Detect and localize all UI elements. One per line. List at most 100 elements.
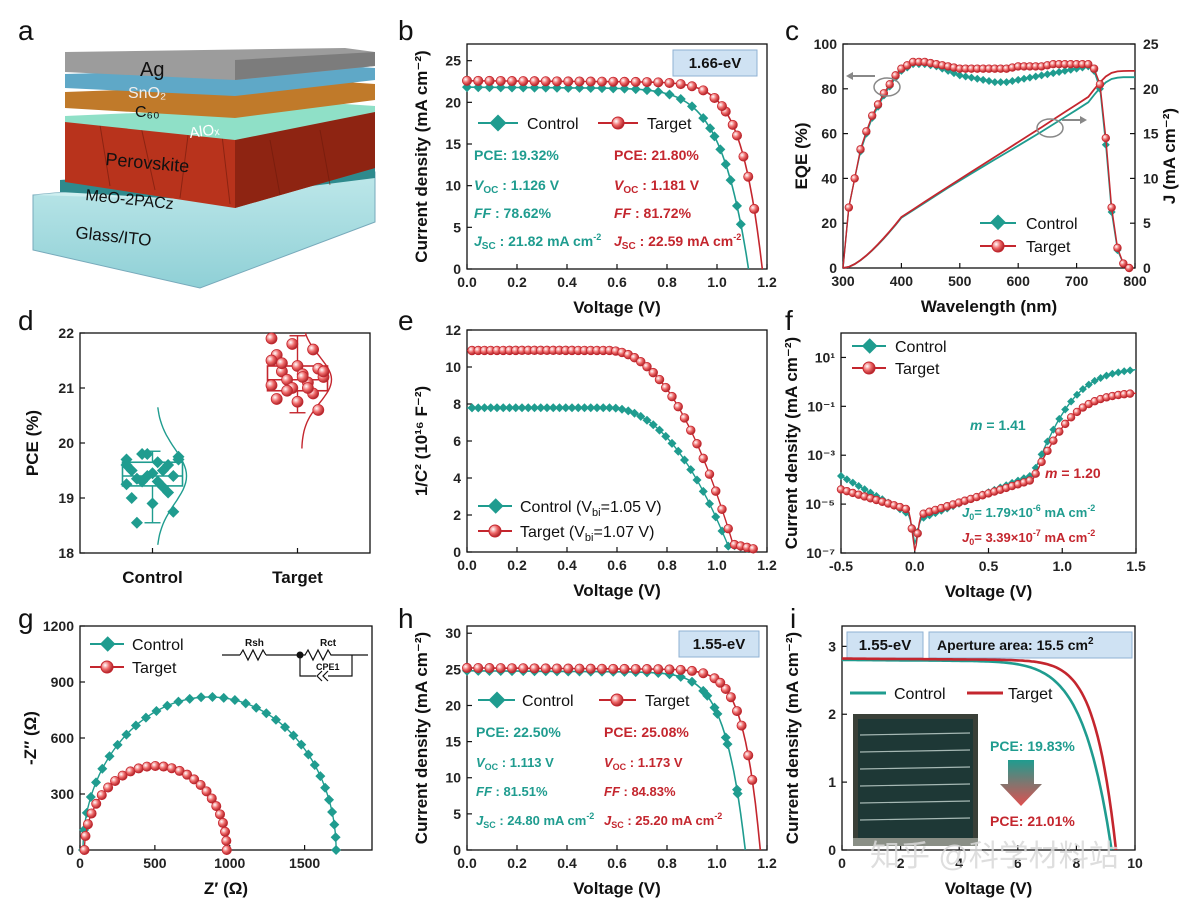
y-tick-label-e: 6 (453, 433, 461, 449)
data-point-target (484, 663, 495, 674)
nyquist-point-control (218, 692, 229, 703)
nyquist-point-control (104, 751, 115, 762)
b-target-ff: FF : 81.72% (614, 205, 692, 221)
dark-jv-point-control (1090, 376, 1099, 385)
ms-point-control (530, 403, 539, 413)
ms-point-control (511, 403, 521, 413)
x-tick-label-h: 0.0 (457, 855, 477, 871)
data-point-target (473, 662, 484, 673)
nyquist-point-control (324, 794, 335, 805)
b-control-ff: FF : 78.62% (474, 205, 552, 221)
h-target-pce: PCE: 25.08% (604, 724, 689, 740)
x-tick-label-e: 0.0 (457, 557, 477, 573)
y-tick-label-e: 2 (453, 507, 461, 523)
data-point-target (687, 81, 698, 92)
nyquist-point-control (162, 700, 173, 711)
eqe-point-control (973, 74, 982, 83)
eqe-point-target (1113, 243, 1122, 253)
nyquist-point-control (207, 691, 218, 702)
y-right-tick-label-c: 0 (1143, 260, 1151, 276)
circuit-rct: Rct (320, 638, 337, 649)
data-point-target (664, 664, 675, 675)
ms-point-control (680, 455, 689, 465)
eqe-point-target (1101, 133, 1110, 143)
ms-point-control (661, 431, 671, 441)
ms-point-target (667, 391, 677, 402)
panel-letter-g: g (18, 603, 34, 634)
legend-h-target: Target (645, 693, 690, 710)
y-tick-label-d: 22 (58, 325, 74, 341)
ms-point-control (692, 475, 702, 485)
data-point-control (732, 788, 743, 799)
x-axis-label-b: Voltage (V) (573, 298, 661, 317)
y-tick-label-g: 0 (66, 842, 74, 858)
y-tick-label-g: 600 (51, 730, 75, 746)
nyquist-point-target (221, 845, 232, 856)
data-point-target (529, 663, 540, 674)
dark-jv-point-control (1120, 367, 1129, 376)
nyquist-point-control (184, 693, 195, 704)
data-point-control (675, 94, 686, 105)
x-tick-label-f: 1.5 (1126, 558, 1146, 574)
x-tick-label-b: 0.6 (607, 274, 627, 290)
b-target-voc: VOC : 1.181 V (614, 177, 700, 196)
dark-jv-point-target (1031, 469, 1040, 478)
x-axis-label-g: Z′ (Ω) (204, 879, 248, 898)
y-tick-label-i: 0 (828, 842, 836, 858)
nyquist-point-target (221, 835, 232, 846)
nyquist-point-control (112, 739, 123, 750)
data-point-target (597, 663, 608, 674)
dark-jv-point-control (1078, 385, 1087, 394)
x-tick-label-i: 10 (1127, 855, 1143, 871)
pce-point-target (281, 384, 294, 397)
pce-point-control (120, 478, 133, 491)
eqe-point-target (1095, 80, 1105, 89)
nyquist-point-control (288, 730, 299, 741)
data-point-control (725, 175, 736, 186)
category-label-control: Control (122, 568, 182, 587)
y-tick-label-d: 20 (58, 435, 74, 451)
nyquist-point-target (110, 775, 121, 786)
eqe-point-control (1043, 70, 1052, 79)
x-tick-label-e: 0.6 (607, 557, 627, 573)
ms-point-target (711, 486, 721, 496)
x-axis-label-c: Wavelength (nm) (921, 297, 1057, 316)
y-tick-label-f: 10⁻¹ (807, 398, 835, 414)
y-tick-label-c: 100 (814, 36, 838, 52)
b-control-jsc: JSC : 21.82 mA cm-2 (474, 232, 601, 252)
data-point-target (552, 76, 563, 87)
x-tick-label-h: 0.4 (557, 855, 577, 871)
panel-b: b 0.0 0.2 0.4 0.6 0.8 1.0 1.2 0 5 10 15 20 25 Voltage… (398, 15, 777, 317)
eqe-point-target (1084, 59, 1093, 69)
data-point-target (484, 75, 495, 86)
panel-c: c 300 400 500 600 700 800020406080100Waveleng… (785, 15, 1179, 316)
nyquist-line-target (83, 765, 228, 850)
jsc-integrated-line-control (842, 76, 1135, 269)
y-axis-label-b: Current density (mA cm⁻²) (412, 50, 431, 262)
x-tick-label-c: 400 (890, 273, 914, 289)
data-point-target (727, 119, 738, 130)
dark-jv-point-control (860, 485, 869, 494)
nyquist-point-control (130, 720, 141, 731)
data-point-control (732, 200, 742, 211)
data-point-target (518, 663, 529, 674)
nyquist-point-control (85, 792, 96, 803)
data-point-target (540, 76, 551, 87)
circuit-cpe1: CPE1 (316, 662, 340, 672)
pce-point-target (307, 343, 320, 356)
data-point-target (698, 668, 709, 679)
legend-c-control: Control (1026, 216, 1078, 233)
nyquist-point-target (201, 786, 212, 797)
eqe-point-control (967, 73, 976, 82)
nyquist-point-control (121, 729, 132, 740)
label-alox: AlOₓ (188, 121, 220, 142)
category-label-target: Target (272, 568, 323, 587)
nyquist-point-target (86, 808, 97, 819)
panel-letter-i: i (790, 603, 796, 634)
f-j0-target: J0= 3.39×10-7 mA cm-2 (962, 528, 1095, 547)
panel-h: h 0.0 0.2 0.4 0.6 0.8 1.0 1.2 0 5 10 15 20 25 30 Volta… (398, 603, 777, 898)
panel-letter-a: a (18, 15, 34, 46)
ms-point-control (536, 403, 546, 413)
pce-point-target (286, 338, 299, 350)
nyquist-point-control (261, 708, 272, 719)
